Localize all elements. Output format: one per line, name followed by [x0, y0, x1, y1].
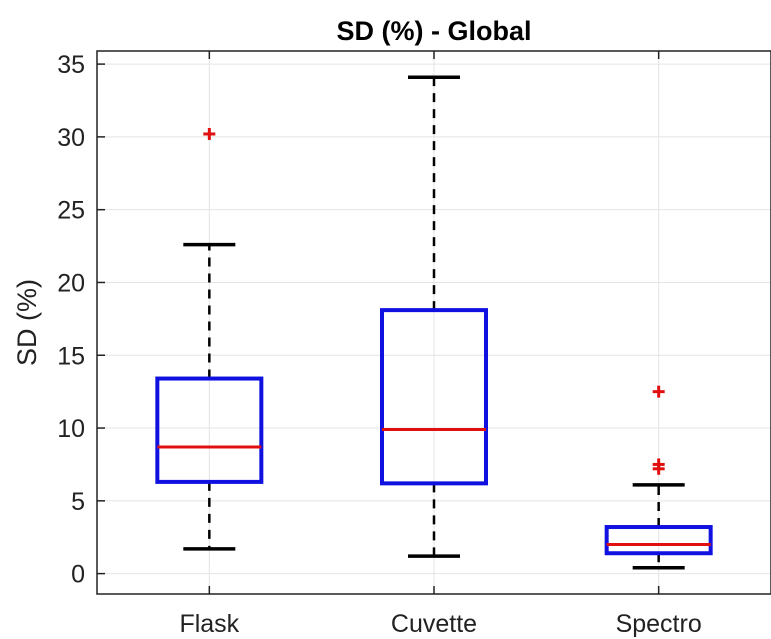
boxes-layer	[155, 75, 713, 570]
outlier-point	[203, 127, 216, 140]
y-tick-label: 10	[57, 415, 85, 443]
y-tick-label: 35	[57, 51, 85, 79]
y-tick-label: 5	[71, 488, 85, 516]
outlier-point	[652, 385, 665, 398]
ticks-layer: 0 5 10 15 20 25 30 35 Flask Cuvette Spectro	[57, 51, 702, 638]
y-tick-label: 20	[57, 269, 85, 297]
x-tick-label: Spectro	[616, 610, 702, 638]
y-axis-label: SD (%)	[12, 279, 42, 366]
x-tick-label: Cuvette	[391, 610, 477, 638]
y-tick-label: 25	[57, 197, 85, 225]
y-tick-label: 0	[71, 561, 85, 589]
y-tick-label: 30	[57, 124, 85, 152]
box-iqr	[604, 525, 713, 556]
chart-title: SD (%) - Global	[337, 16, 532, 46]
box-iqr	[155, 376, 264, 484]
x-tick-label: Flask	[179, 610, 239, 638]
y-tick-label: 15	[57, 342, 85, 370]
outlier-point	[652, 458, 665, 471]
box-iqr	[380, 308, 488, 486]
